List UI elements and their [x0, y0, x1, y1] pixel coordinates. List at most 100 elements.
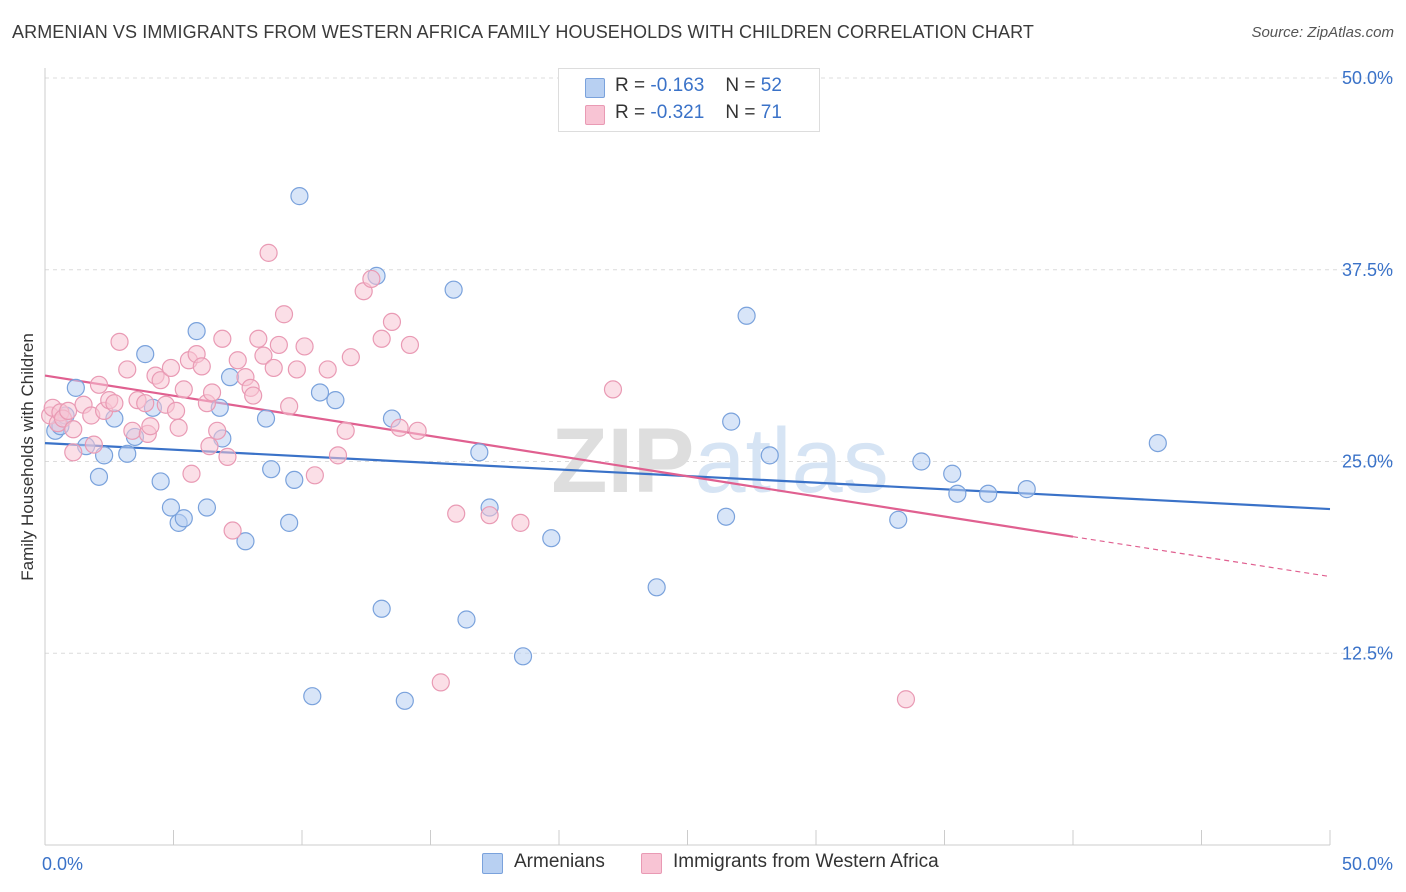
immigrants-point: [244, 386, 263, 405]
armenians-point: [161, 498, 181, 517]
immigrants-point: [174, 380, 193, 399]
y-tick-labels: 12.5% 25.0% 37.5% 50.0%: [1342, 68, 1393, 663]
stats-text: R = -0.321 N = 71: [615, 102, 782, 124]
armenians-point: [187, 322, 206, 341]
armenians-point: [1017, 480, 1036, 499]
armenians-point: [262, 460, 281, 479]
armenians-point: [220, 368, 240, 387]
immigrants-point: [254, 346, 273, 365]
immigrants-point: [208, 421, 227, 440]
y-tick-label: 50.0%: [1342, 68, 1393, 88]
grid-lines: [45, 77, 1395, 654]
immigrants-point: [274, 305, 294, 324]
armenians-point: [647, 578, 666, 597]
armenians-point: [513, 647, 533, 666]
immigrants-point: [182, 464, 201, 483]
immigrants-point: [341, 348, 360, 367]
armenians-point: [716, 507, 736, 526]
immigrants-point: [249, 329, 268, 348]
immigrants-point: [223, 521, 242, 540]
immigrants-point: [447, 504, 466, 523]
immigrants-point: [287, 360, 306, 379]
immigrants-point: [336, 421, 355, 440]
axes: [44, 68, 1331, 846]
immigrants-point: [362, 269, 381, 289]
immigrants-point: [259, 243, 278, 262]
trend-line-immigrants: [1072, 536, 1331, 578]
armenians-point: [979, 484, 998, 503]
r-value: -0.163: [650, 75, 705, 96]
immigrants-point: [64, 420, 83, 439]
armenians-point: [737, 306, 756, 325]
r-label: R =: [615, 75, 646, 96]
immigrants-point: [202, 383, 222, 402]
immigrants-point: [200, 437, 219, 456]
armenians-point: [136, 345, 155, 364]
immigrants-point: [123, 421, 142, 440]
immigrants-point: [382, 312, 402, 332]
x-tick-labels: 0.0% 50.0%: [42, 854, 1393, 874]
armenians-point: [444, 280, 463, 299]
trend-lines: [44, 374, 1331, 578]
immigrants-point: [408, 421, 427, 440]
immigrants-point: [896, 690, 916, 709]
y-tick-label: 25.0%: [1342, 452, 1393, 472]
n-value: 71: [760, 102, 782, 123]
legend-label: Armenians: [514, 851, 605, 872]
immigrants-point: [218, 447, 237, 466]
armenians-point: [310, 383, 330, 402]
immigrants-point: [118, 360, 137, 379]
immigrants-point: [390, 418, 409, 437]
armenians-point: [89, 467, 109, 486]
armenians-point: [457, 610, 476, 629]
immigrants-point: [295, 337, 314, 356]
armenians-point: [290, 187, 309, 206]
armenians-point: [151, 472, 170, 491]
immigrants-point: [328, 446, 348, 465]
immigrants-point: [280, 397, 299, 416]
armenians-point: [372, 599, 391, 618]
armenians-point: [236, 532, 255, 551]
armenians-swatch: [585, 78, 605, 98]
armenians-swatch: [482, 853, 503, 874]
watermark: ZIPatlas: [551, 410, 888, 512]
armenians-point: [542, 529, 561, 548]
n-label: N =: [725, 102, 756, 123]
y-tick-label: 12.5%: [1342, 643, 1393, 663]
immigrants-point: [151, 371, 170, 390]
legend: Armenians Immigrants from Western Africa: [0, 851, 1406, 877]
immigrants-point: [136, 394, 155, 413]
immigrants-point: [603, 380, 623, 399]
r-value: -0.321: [650, 102, 705, 123]
armenians-point: [256, 409, 276, 428]
armenians-point: [912, 452, 931, 471]
immigrants-swatch: [585, 105, 605, 125]
y-tick-label: 37.5%: [1342, 260, 1393, 280]
armenians-point: [943, 464, 962, 483]
armenians-point: [174, 509, 193, 528]
immigrants-point: [59, 401, 78, 420]
immigrants-point: [213, 329, 232, 348]
immigrants-point: [169, 418, 188, 437]
immigrants-point: [480, 506, 499, 525]
armenians-point: [722, 412, 741, 431]
armenians-point: [285, 470, 304, 490]
immigrants-point: [64, 443, 83, 462]
immigrants-point: [431, 673, 450, 692]
armenians-point: [66, 378, 85, 397]
immigrants-point: [192, 357, 211, 376]
immigrants-point: [264, 358, 283, 378]
n-label: N =: [725, 75, 756, 96]
armenians-point: [889, 510, 908, 529]
n-value: 52: [760, 75, 782, 96]
stats-box: R = -0.163 N = 52 R = -0.321 N = 71: [558, 68, 820, 132]
immigrants-point: [161, 358, 181, 378]
immigrants-point: [511, 513, 530, 532]
x-tick-label: 50.0%: [1342, 854, 1393, 874]
armenians-point: [118, 444, 137, 463]
immigrants-point: [84, 435, 103, 454]
immigrants-swatch: [641, 853, 662, 874]
armenians-point: [303, 687, 322, 706]
immigrants-point: [372, 329, 391, 348]
